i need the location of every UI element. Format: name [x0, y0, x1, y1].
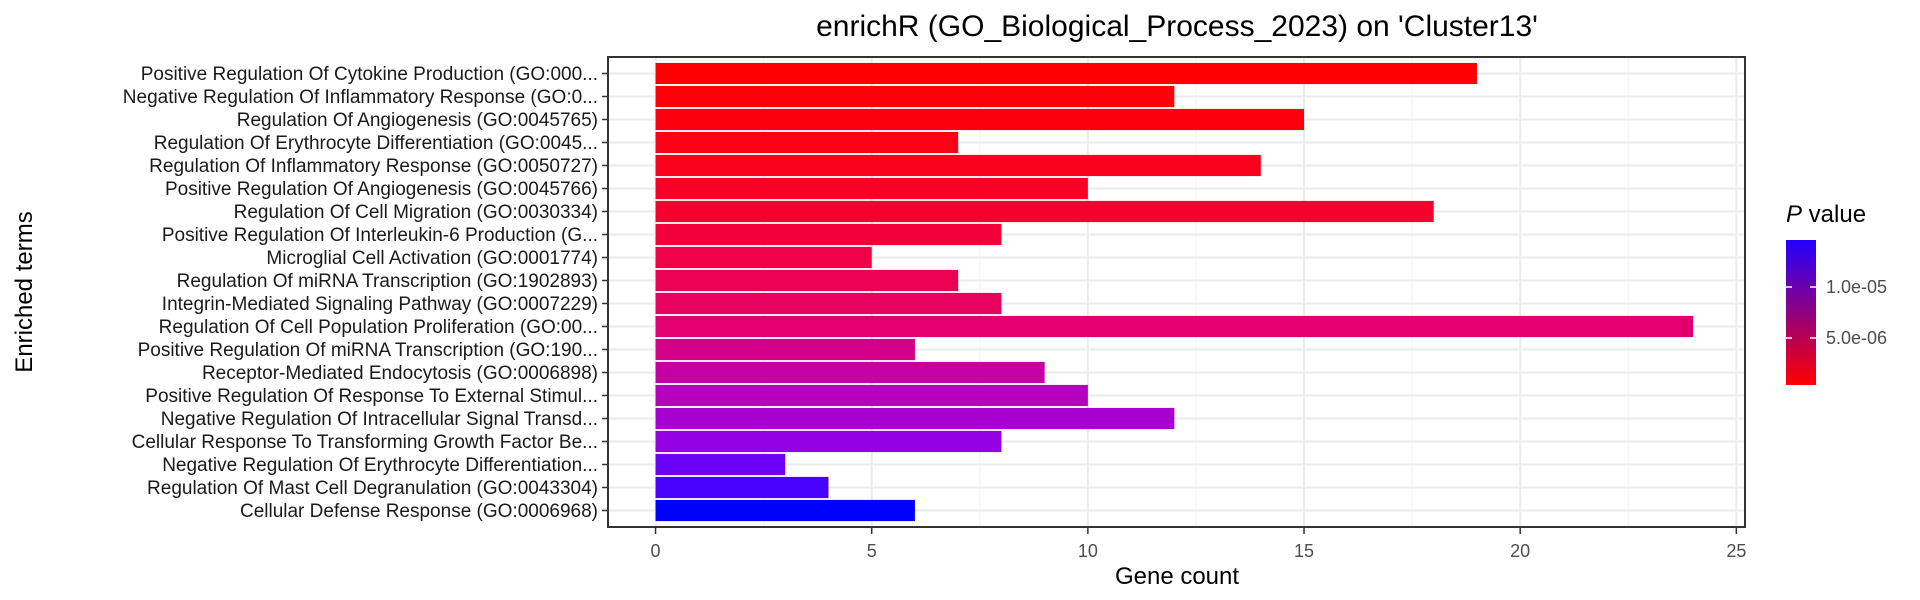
x-tick-label: 15	[1294, 541, 1314, 561]
plot-panel-border	[607, 56, 1746, 528]
bars	[655, 62, 1694, 522]
bar	[655, 200, 1434, 223]
term-label: Positive Regulation Of Interleukin-6 Pro…	[162, 225, 598, 246]
bar	[655, 384, 1088, 407]
x-tick-label: 25	[1726, 541, 1746, 561]
bar	[655, 361, 1045, 384]
x-tick-label: 5	[867, 541, 877, 561]
term-label: Integrin-Mediated Signaling Pathway (GO:…	[162, 294, 598, 315]
legend-title-rest: value	[1802, 201, 1866, 228]
bar	[655, 177, 1088, 200]
chart-title: enrichR (GO_Biological_Process_2023) on …	[816, 10, 1538, 43]
term-label: Regulation Of Mast Cell Degranulation (G…	[147, 478, 598, 499]
term-label: Regulation Of Cell Population Proliferat…	[159, 317, 598, 338]
bar	[655, 430, 1002, 453]
legend: P value 1.0e-05 5.0e-06	[1786, 201, 1887, 385]
legend-tick-label: 1.0e-05	[1826, 277, 1887, 297]
x-tick-label: 10	[1078, 541, 1098, 561]
bar	[655, 85, 1175, 108]
term-label: Microglial Cell Activation (GO:0001774)	[266, 248, 598, 269]
term-label: Regulation Of Erythrocyte Differentiatio…	[154, 133, 598, 154]
term-label: Positive Regulation Of miRNA Transcripti…	[138, 340, 598, 361]
legend-tick-label: 5.0e-06	[1826, 328, 1887, 348]
bar	[655, 338, 915, 361]
term-label: Cellular Response To Transforming Growth…	[132, 432, 598, 453]
term-label: Negative Regulation Of Erythrocyte Diffe…	[162, 455, 598, 476]
legend-title-italic: P	[1786, 201, 1802, 228]
term-label: Negative Regulation Of Inflammatory Resp…	[123, 87, 598, 108]
term-label: Negative Regulation Of Intracellular Sig…	[161, 409, 598, 430]
term-label: Positive Regulation Of Response To Exter…	[145, 386, 598, 407]
term-label: Receptor-Mediated Endocytosis (GO:000689…	[202, 363, 598, 384]
x-tick-label: 20	[1510, 541, 1530, 561]
bar	[655, 407, 1175, 430]
bar	[655, 62, 1477, 85]
term-label: Regulation Of miRNA Transcription (GO:19…	[177, 271, 598, 292]
term-label: Regulation Of Angiogenesis (GO:0045765)	[237, 110, 598, 131]
legend-ticks: 1.0e-05 5.0e-06	[1786, 277, 1887, 348]
bar	[655, 223, 1002, 246]
bar	[655, 476, 829, 499]
term-label: Positive Regulation Of Cytokine Producti…	[141, 64, 598, 85]
bar	[655, 246, 872, 269]
bar	[655, 154, 1261, 177]
x-tick-label: 0	[651, 541, 661, 561]
term-labels: Positive Regulation Of Cytokine Producti…	[123, 64, 608, 522]
y-axis-title: Enriched terms	[11, 211, 38, 372]
bar	[655, 315, 1694, 338]
x-axis-title: Gene count	[1115, 563, 1239, 590]
legend-title: P value	[1786, 201, 1866, 228]
term-label: Positive Regulation Of Angiogenesis (GO:…	[165, 179, 598, 200]
term-label: Regulation Of Cell Migration (GO:0030334…	[234, 202, 598, 223]
legend-colorbar	[1786, 240, 1816, 385]
bar	[655, 499, 915, 522]
term-label: Regulation Of Inflammatory Response (GO:…	[149, 156, 598, 177]
bar	[655, 131, 959, 154]
bar	[655, 108, 1305, 131]
bar	[655, 292, 1002, 315]
term-label: Cellular Defense Response (GO:0006968)	[240, 501, 598, 522]
bar	[655, 269, 959, 292]
x-axis: 0 5 10 15 20 25	[651, 527, 1746, 561]
bar	[655, 453, 786, 476]
